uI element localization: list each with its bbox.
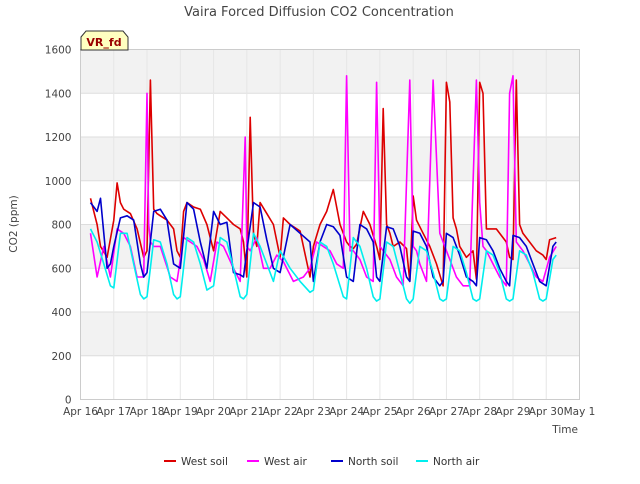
series-line-west-soil [89,79,557,287]
x-tick-label: Apr 29 [496,406,531,418]
y-tick-label: 1200 [45,132,72,144]
series-line-north-air [89,228,557,305]
plot-band [80,312,580,356]
legend: West soil West air North soil North air [164,456,480,468]
y-axis-ticks: 0 200 400 600 800 1000 1200 1400 1600 [45,45,72,407]
x-tick-label: Apr 23 [296,406,331,418]
x-tick-label: Apr 27 [429,406,464,418]
x-tick-label: Apr 28 [462,406,497,418]
x-tick-label: Apr 25 [362,406,397,418]
x-tick-label: Apr 26 [396,406,431,418]
x-tick-label: Apr 18 [130,406,165,418]
y-tick-label: 200 [51,351,71,363]
x-tick-label: Apr 30 [529,406,564,418]
y-tick-label: 0 [65,395,72,407]
x-tick-label: Apr 21 [229,406,264,418]
series-line-north-soil [89,197,557,287]
plot-band [80,49,580,94]
x-tick-label: Apr 24 [329,406,364,418]
legend-label: North soil [348,456,398,468]
y-tick-label: 1600 [45,45,72,57]
y-tick-label: 1000 [45,176,72,188]
x-tick-label: Apr 17 [96,406,131,418]
chart-title: Vaira Forced Diffusion CO2 Concentration [184,5,454,20]
x-axis-label: Time [551,424,578,436]
x-tick-label: Apr 16 [63,406,98,418]
legend-label: West air [264,456,308,468]
y-tick-label: 800 [51,220,71,232]
y-tick-label: 600 [51,263,71,275]
y-axis-label: CO2 (ppm) [8,195,20,252]
y-tick-label: 1400 [45,88,72,100]
series-lines [89,75,557,305]
badge: VR_fd [80,30,129,51]
x-tick-label: Apr 20 [196,406,231,418]
x-tick-label: Apr 19 [163,406,198,418]
x-tick-label: May 1 [564,406,596,418]
x-tick-label: Apr 22 [263,406,298,418]
y-tick-label: 400 [51,307,71,319]
legend-label: North air [433,456,480,468]
badge-label: VR_fd [86,36,121,49]
plot-frame [80,49,580,400]
plot-band [80,137,580,181]
plot-bands [80,49,580,356]
legend-label: West soil [181,456,228,468]
